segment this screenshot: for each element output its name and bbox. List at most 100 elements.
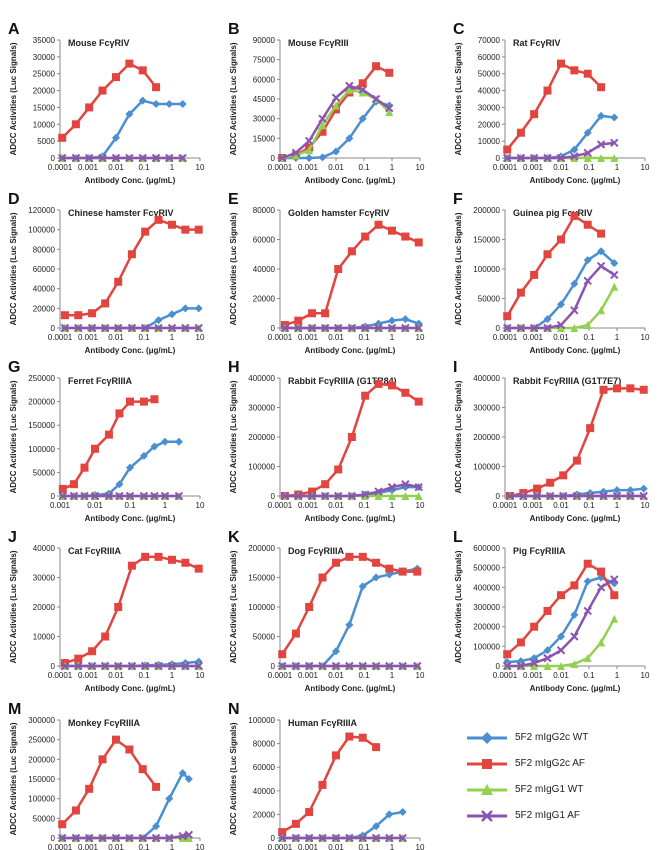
x-tick-label: 0.0001: [493, 163, 518, 172]
data-point: [583, 154, 592, 162]
data-point: [334, 265, 343, 273]
x-tick-label: 1: [615, 333, 620, 342]
data-point: [139, 397, 148, 406]
data-point: [126, 463, 134, 472]
data-point: [388, 316, 396, 325]
y-axis-label: ADCC Activities (Luc Signals): [454, 380, 463, 493]
chart-panel-a: A Mouse FcγRIV 0 5000 10000 15000 20000 25000 30…: [8, 21, 205, 185]
data-point: [318, 573, 327, 582]
x-tick-label: 10: [416, 671, 425, 680]
data-point: [112, 735, 120, 744]
data-point: [345, 620, 354, 629]
x-tick-label: 0.001: [50, 501, 71, 510]
data-point: [321, 309, 330, 318]
data-point: [639, 385, 648, 394]
y-tick-label: 50000: [33, 468, 56, 477]
x-tick-label: 0.01: [87, 501, 103, 510]
chart-title: Monkey FcγRIIIA: [68, 718, 141, 728]
data-point: [138, 765, 147, 774]
data-point: [610, 138, 619, 148]
data-point: [570, 632, 579, 641]
data-point: [358, 88, 367, 97]
data-point: [543, 606, 552, 615]
data-point: [559, 471, 568, 480]
data-point: [557, 59, 565, 68]
x-tick-label: 0.0001: [268, 163, 293, 172]
data-point: [570, 154, 579, 162]
data-point: [414, 323, 423, 333]
data-point: [305, 146, 314, 155]
y-axis-label: ADCC Activities (Luc Signals): [9, 550, 18, 663]
y-tick-label: 200000: [28, 398, 55, 407]
data-point: [358, 833, 367, 843]
data-point: [154, 661, 163, 671]
data-point: [71, 806, 80, 815]
legend-item: 5F2 mIgG1 WT: [465, 778, 655, 804]
data-point: [557, 591, 565, 600]
data-point: [610, 591, 619, 600]
x-tick-label: 0.01: [108, 333, 124, 342]
data-point: [385, 810, 394, 819]
data-point: [114, 277, 123, 286]
data-point: [152, 822, 161, 831]
data-point: [112, 133, 120, 142]
x-tick-label: 0.0001: [48, 163, 73, 172]
x-tick-label: 0.0001: [268, 333, 293, 342]
data-point: [626, 491, 635, 501]
y-tick-label: 15000: [33, 103, 56, 112]
data-point: [165, 153, 174, 163]
x-tick-label: 0.001: [523, 163, 544, 172]
chart-panel-c: C Rat FcγRIV 0 10000 20000 30000 40000 50000 600…: [453, 21, 650, 185]
data-point: [320, 323, 330, 333]
data-point: [150, 491, 159, 501]
panel-letter: L: [453, 529, 463, 546]
data-point: [154, 316, 163, 325]
data-point: [557, 300, 565, 309]
data-point: [529, 323, 539, 333]
chart-title: Human FcγRIIIA: [288, 718, 358, 728]
panel-letter: F: [453, 191, 463, 208]
x-tick-label: 0.0001: [493, 333, 518, 342]
x-tick-label: 0.1: [583, 163, 595, 172]
y-tick-label: 400000: [473, 583, 500, 592]
data-point: [612, 491, 622, 501]
y-tick-label: 100000: [248, 716, 275, 725]
x-axis-label: Antibody Conc. (μg/mL): [530, 514, 621, 523]
data-point: [530, 270, 539, 279]
data-point: [307, 323, 317, 333]
chart-panel-d: D Chinese hamster FcγRIV 0 20000 40000 60000 8…: [8, 191, 205, 355]
data-point: [60, 323, 70, 333]
data-point: [332, 558, 340, 567]
data-point: [125, 59, 134, 68]
data-point: [318, 127, 327, 136]
y-tick-label: 200000: [248, 544, 275, 553]
data-point: [371, 661, 381, 671]
y-axis-label: ADCC Activities (Luc Signals): [454, 42, 463, 155]
data-point: [194, 661, 203, 671]
data-point: [87, 661, 97, 671]
x-tick-label: 0.01: [553, 671, 569, 680]
data-point: [570, 581, 579, 590]
y-tick-label: 35000: [33, 36, 56, 45]
data-point: [401, 479, 410, 489]
x-tick-label: 0.0001: [268, 671, 293, 680]
y-tick-label: 250000: [28, 374, 55, 383]
y-tick-label: 600000: [473, 544, 500, 553]
y-tick-label: 50000: [253, 633, 276, 642]
data-point: [570, 145, 579, 154]
x-tick-label: 0.0001: [493, 501, 518, 510]
y-axis-label: ADCC Activities (Luc Signals): [229, 550, 238, 663]
data-point: [388, 492, 396, 500]
data-point: [184, 830, 194, 840]
y-tick-label: 70000: [478, 36, 501, 45]
y-tick-label: 40000: [478, 87, 501, 96]
x-tick-label: 0.001: [78, 843, 99, 850]
data-point: [610, 113, 619, 122]
data-point: [585, 491, 595, 501]
data-point: [294, 316, 303, 325]
x-tick-label: 0.1: [138, 843, 150, 850]
data-point: [140, 661, 150, 671]
y-axis-label: ADCC Activities (Luc Signals): [229, 212, 238, 325]
panel-letter: E: [228, 191, 239, 208]
data-point: [90, 491, 100, 501]
